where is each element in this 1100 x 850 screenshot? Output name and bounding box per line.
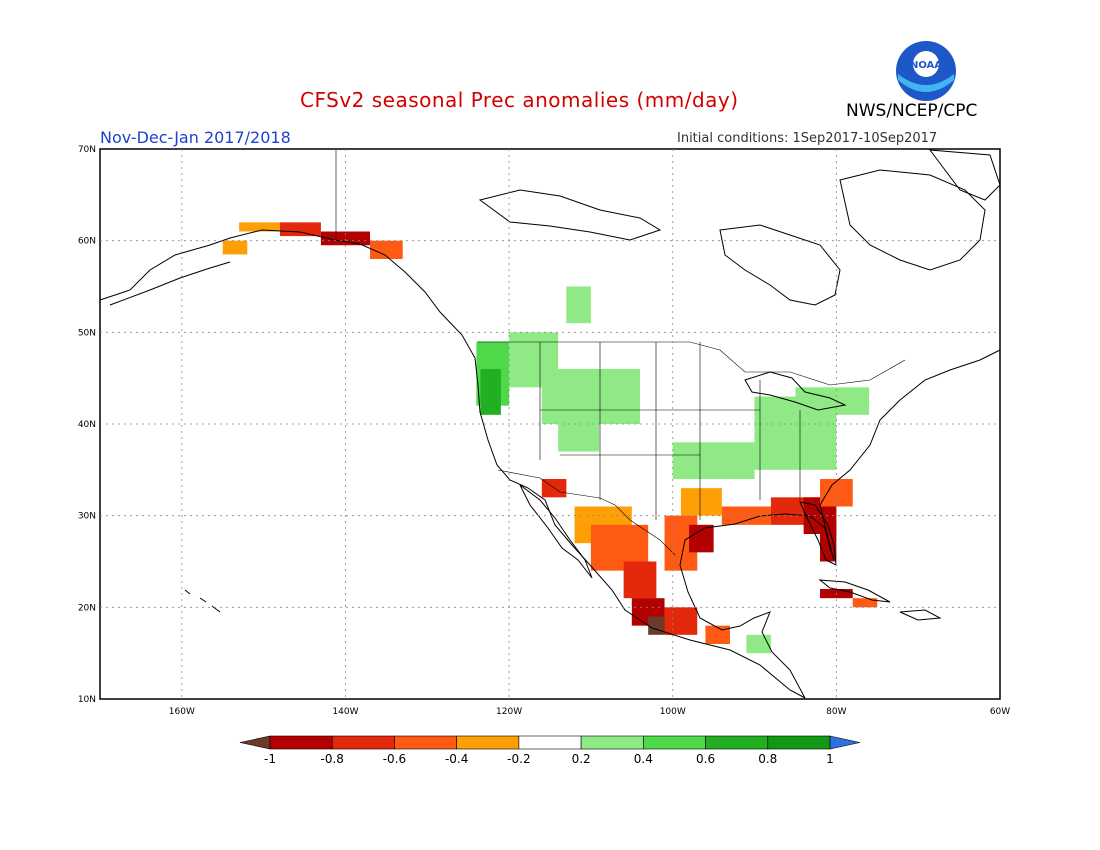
anomaly-cell [721, 506, 771, 525]
state-lines [539, 342, 801, 520]
hispaniola [899, 609, 942, 621]
anomaly-cell [623, 561, 657, 599]
colorbar-tick-label: 0.4 [633, 752, 653, 766]
lat-tick-label: 40N [78, 420, 96, 430]
anomaly-cell [558, 414, 600, 452]
colorbar-right-arrow [829, 735, 861, 750]
anomaly-cell [280, 222, 321, 237]
anomaly-cell [480, 369, 501, 415]
anomaly-cells [222, 222, 878, 654]
lon-tick-label: 100W [660, 707, 686, 717]
baffin [839, 169, 986, 271]
colorbar-tick-label: -0.4 [444, 752, 469, 766]
colorbar-bin [643, 735, 706, 750]
us-canada-border [478, 341, 906, 386]
longitude-tick-labels: 160W 140W 120W 100W 80W 60W [169, 707, 1010, 717]
anomaly-cell [320, 231, 370, 246]
coastlines [99, 149, 1001, 699]
lat-tick-label: 10N [78, 695, 96, 705]
lat-tick-label: 30N [78, 512, 96, 522]
alaska-peninsula [109, 261, 231, 306]
anomaly-cell [239, 222, 280, 232]
arctic-islands [478, 189, 662, 241]
anomaly-cell [680, 488, 722, 516]
colorbar-left-arrow [239, 735, 271, 750]
lon-tick-label: 160W [169, 707, 195, 717]
anomaly-cell [566, 286, 591, 324]
hudson-bay [719, 224, 841, 306]
anomaly-cell [689, 524, 714, 553]
anomaly-cell [672, 442, 755, 479]
colorbar-tick-label: -0.8 [320, 752, 344, 766]
agency-label: NWS/NCEP/CPC [846, 101, 978, 121]
anomaly-cell [705, 625, 730, 644]
colorbar-bin [394, 735, 457, 750]
lon-tick-label: 80W [826, 707, 846, 717]
season-label: Nov-Dec-Jan 2017/2018 [100, 128, 291, 147]
colorbar [239, 735, 861, 750]
colorbar-bin [580, 735, 644, 750]
hawaii [184, 589, 221, 613]
colorbar-bin [518, 735, 582, 750]
colorbar-tick-label: 0.6 [696, 752, 716, 766]
anomaly-cell [746, 634, 771, 654]
anomaly-cell [370, 240, 403, 259]
baja [519, 484, 593, 579]
colorbar-tick-label: 1 [826, 752, 834, 766]
noaa-logo: NOAA [896, 41, 956, 101]
colorbar-bin [705, 735, 769, 750]
colorbar-tick-label: -1 [264, 752, 276, 766]
political-borders [335, 150, 906, 556]
cuba [818, 579, 891, 603]
chart-title: CFSv2 seasonal Prec anomalies (mm/day) [300, 88, 739, 112]
us-mexico-border [497, 469, 676, 556]
anomaly-cell [664, 607, 698, 635]
colorbar-tick-label: 0.2 [571, 752, 591, 766]
anomaly-cell [222, 240, 248, 255]
lat-tick-label: 70N [78, 145, 96, 155]
colorbar-tick-label: -0.2 [507, 752, 531, 766]
lat-tick-label: 50N [78, 328, 96, 338]
north-america-coast [99, 229, 806, 699]
anomaly-cell [852, 598, 878, 608]
lat-tick-label: 60N [78, 237, 96, 247]
gulf-coast [679, 349, 1001, 699]
lon-tick-label: 60W [990, 707, 1010, 717]
greenland-tip [928, 149, 1001, 201]
colorbar-tick-label: 0.8 [758, 752, 778, 766]
colorbar-bin [269, 735, 333, 750]
colorbar-bin [456, 735, 520, 750]
svg-text:NOAA: NOAA [910, 60, 942, 71]
colorbar-bin [331, 735, 395, 750]
lat-tick-label: 20N [78, 603, 96, 613]
colorbar-tick-label: -0.6 [382, 752, 407, 766]
colorbar-bin [767, 735, 831, 750]
initial-conditions: Initial conditions: 1Sep2017-10Sep2017 [677, 131, 938, 146]
lon-tick-label: 120W [496, 707, 522, 717]
lon-tick-label: 140W [332, 707, 358, 717]
great-lakes [744, 371, 847, 411]
anomaly-cell [795, 387, 870, 415]
latitude-tick-labels: 70N 60N 50N 40N 30N 20N 10N [78, 145, 96, 705]
gridlines [100, 149, 1000, 699]
